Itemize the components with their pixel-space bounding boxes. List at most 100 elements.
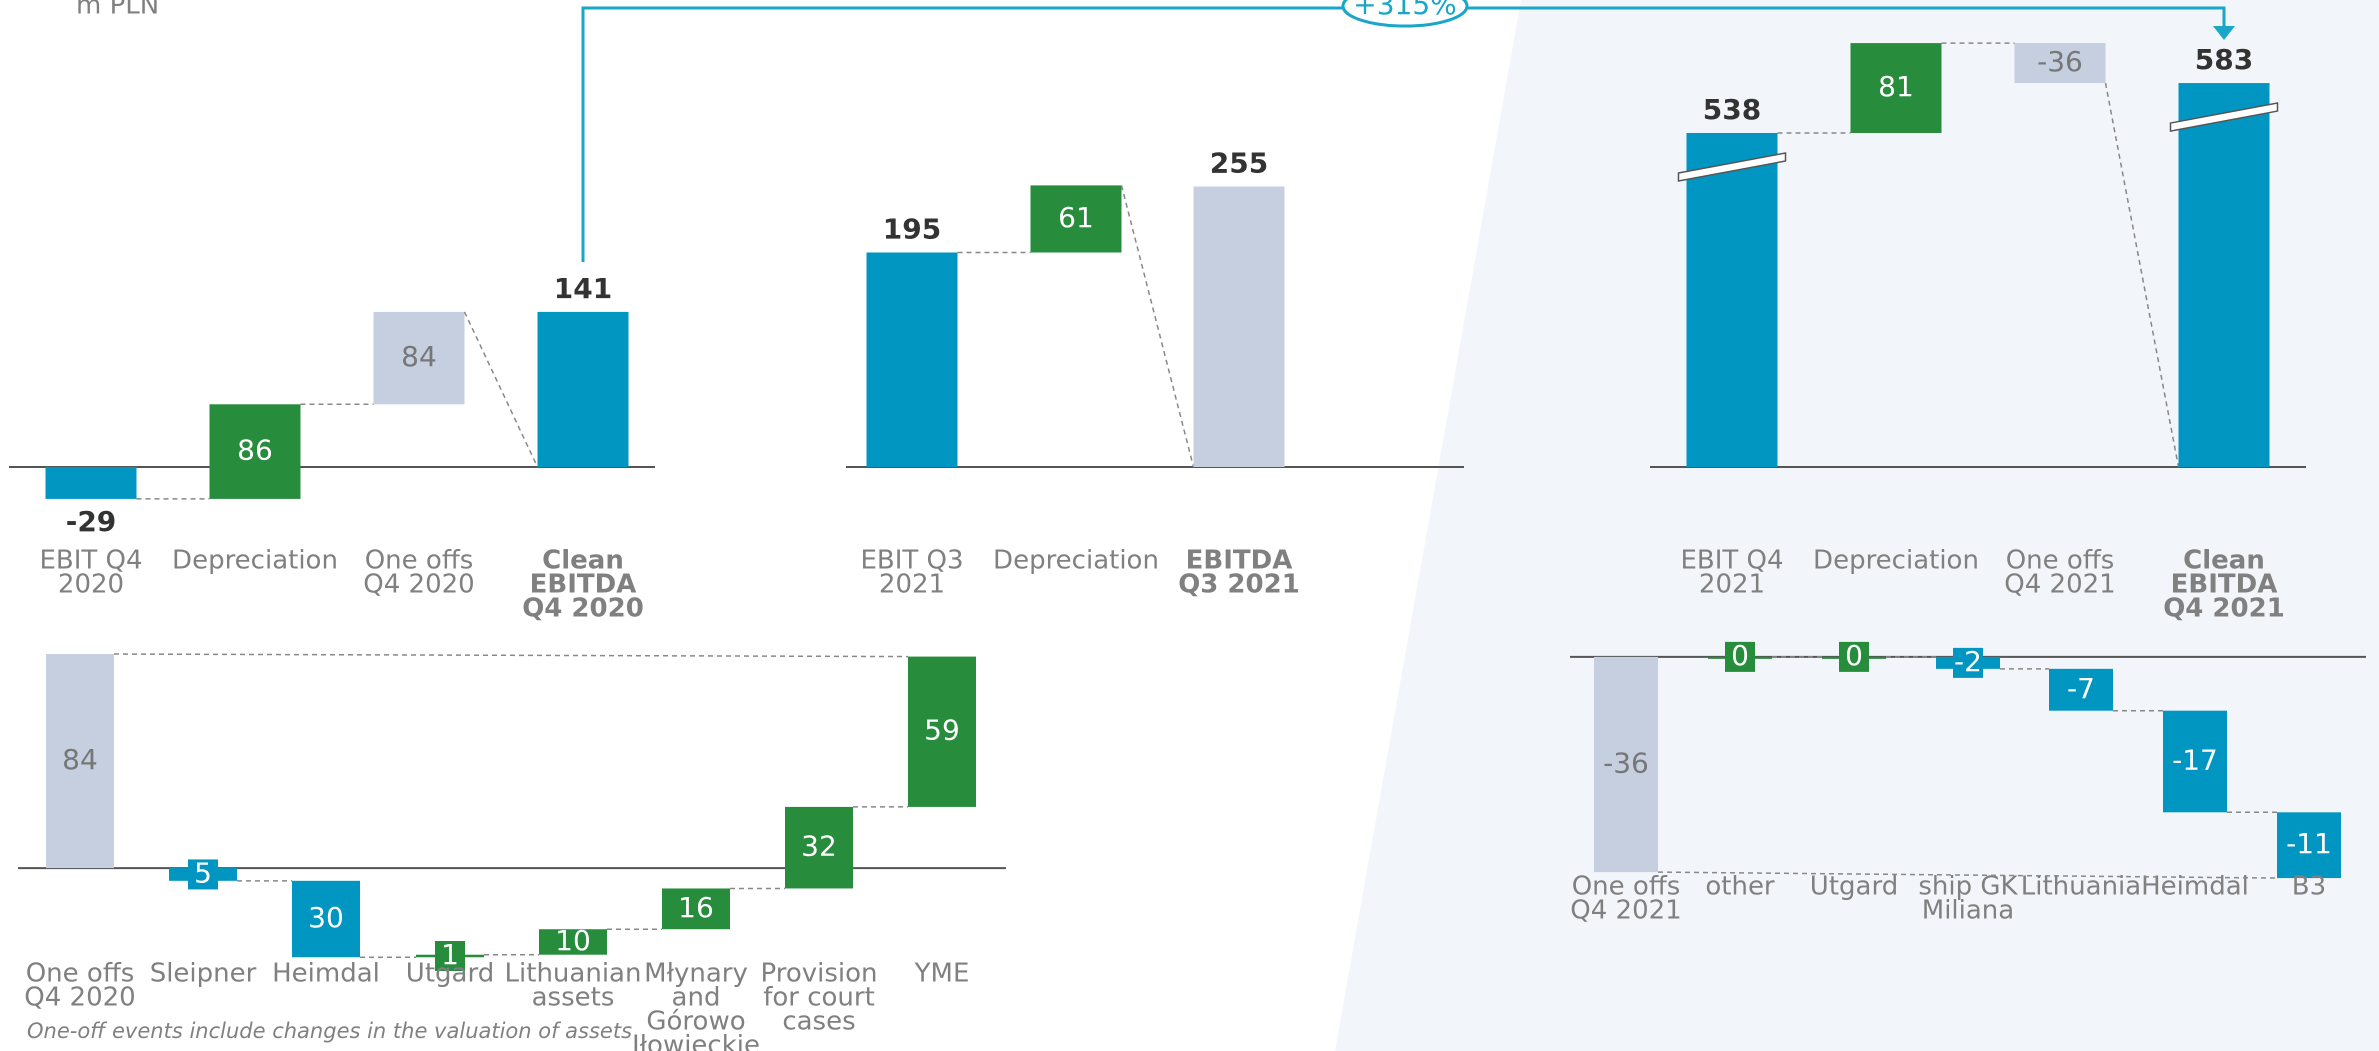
value-label: -11 [2286,827,2332,860]
bar [2178,83,2270,468]
axis-break [2169,102,2279,132]
connector [1657,871,2278,879]
footnote: One-off events include changes in the va… [27,1019,632,1043]
label-box [435,940,465,971]
category-label: Q4 2021 [1570,896,1681,926]
label-box [1839,641,1869,672]
category-label: EBITDA [530,570,637,600]
value-label: -29 [66,505,117,538]
category-label: Miliana [1922,896,2014,926]
connector [113,653,909,658]
value-label: 195 [883,213,941,246]
value-label: 30 [308,901,344,934]
arrow-head [2213,26,2235,40]
category-label: cases [782,1007,855,1037]
bar [1594,656,1658,873]
value-label: 59 [924,714,960,747]
bar [2277,812,2341,879]
category-label: One offs [26,959,135,989]
category-label: Górowo [646,1007,745,1037]
bar [2049,668,2113,711]
category-label: Depreciation [172,546,338,576]
category-label: Q4 2020 [363,570,474,600]
category-label: and [672,983,721,1013]
category-label: Q4 2020 [522,594,644,624]
value-label: 61 [1058,201,1094,234]
category-label: Q3 2021 [1178,570,1300,600]
bar [292,880,360,958]
category-label: Lithuanian [505,959,642,989]
category-label: for court [763,983,875,1013]
category-label: assets [532,983,615,1013]
category-label: EBIT Q3 [860,546,963,576]
category-label: One offs [1572,872,1681,902]
category-label: 2021 [1699,570,1765,600]
value-label: 84 [401,340,437,373]
annotation-badge [1341,0,1469,28]
bar [2163,710,2227,813]
category-label: Młynary [644,959,748,989]
category-label: EBIT Q4 [39,546,142,576]
unit-label: m PLN [76,0,159,21]
value-label: 1 [441,938,459,971]
bar [46,654,114,869]
category-label: B3 [2292,872,2326,902]
value-label: 583 [2195,43,2253,76]
connector [463,311,539,468]
value-label: 32 [801,830,837,863]
value-label: -7 [2067,672,2095,705]
category-label: One offs [2006,546,2115,576]
category-label: Q4 2021 [2004,570,2115,600]
bar [1030,185,1122,253]
value-label: 81 [1878,70,1914,103]
category-label: One offs [365,546,474,576]
value-label: 86 [237,434,273,467]
bar [537,311,629,467]
value-label: 0 [1731,639,1749,672]
annotation: +315% [1353,0,1457,21]
bar [908,656,976,807]
bar [373,311,465,405]
category-label: other [1705,872,1775,902]
category-label: Q4 2021 [2163,594,2285,624]
connector [1120,185,1195,468]
value-label: 255 [1210,147,1268,180]
connector [2104,82,2180,468]
category-label: Clean [2183,546,2265,576]
value-label: 84 [62,743,98,776]
value-label: -2 [1954,645,1982,678]
bar [539,929,607,955]
value-label: -36 [1603,746,1649,779]
value-label: 538 [1703,93,1761,126]
category-label: Depreciation [1813,546,1979,576]
value-label: -36 [2037,45,2083,78]
category-label: 2020 [58,570,124,600]
category-label: Iłowieckie [632,1031,760,1051]
bar [45,467,137,499]
category-label: Provision [760,959,877,989]
bar [1850,43,1942,133]
value-label: 0 [1845,639,1863,672]
value-label: 16 [678,891,714,924]
bar [662,888,730,930]
category-label: Utgard [1810,872,1898,902]
axis-break [1677,152,1787,182]
label-box [188,859,218,890]
bar [1193,186,1285,467]
category-label: Sleipner [150,959,257,989]
value-label: -17 [2172,744,2218,777]
category-label: Heimdal [272,959,380,989]
bar [866,252,958,467]
bar [2014,43,2106,84]
category-label: ship GK [1918,872,2018,902]
category-label: 2021 [879,570,945,600]
category-label: YME [914,959,970,989]
bar [785,806,853,889]
category-label: EBITDA [1186,546,1293,576]
category-label: Q4 2020 [24,983,135,1013]
value-label: 141 [554,272,612,305]
bar [1686,132,1778,467]
category-label: Clean [542,546,624,576]
bar [209,404,301,499]
category-label: EBITDA [2171,570,2278,600]
